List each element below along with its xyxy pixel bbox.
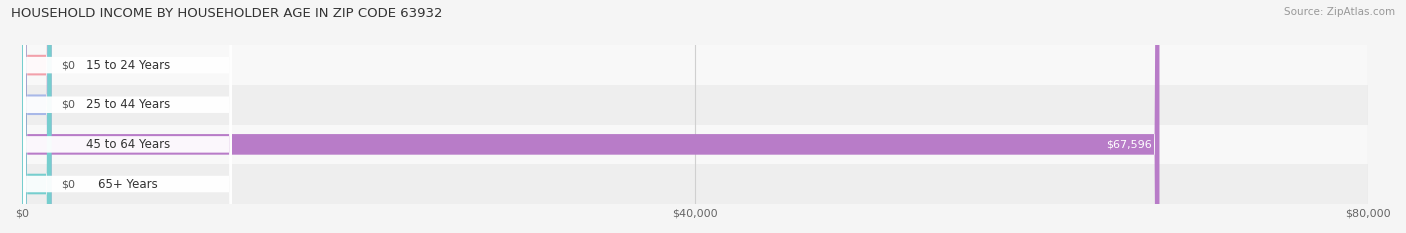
Text: HOUSEHOLD INCOME BY HOUSEHOLDER AGE IN ZIP CODE 63932: HOUSEHOLD INCOME BY HOUSEHOLDER AGE IN Z… xyxy=(11,7,443,20)
Text: $0: $0 xyxy=(60,179,75,189)
FancyBboxPatch shape xyxy=(24,0,232,233)
FancyBboxPatch shape xyxy=(22,0,52,233)
Bar xyxy=(22,125,1368,164)
FancyBboxPatch shape xyxy=(22,0,52,233)
Bar xyxy=(22,85,1368,125)
FancyBboxPatch shape xyxy=(22,0,52,233)
Text: $0: $0 xyxy=(60,100,75,110)
Bar xyxy=(22,45,1368,85)
FancyBboxPatch shape xyxy=(24,0,232,233)
Text: $0: $0 xyxy=(60,60,75,70)
Text: 65+ Years: 65+ Years xyxy=(98,178,157,191)
Text: 25 to 44 Years: 25 to 44 Years xyxy=(86,98,170,111)
Text: Source: ZipAtlas.com: Source: ZipAtlas.com xyxy=(1284,7,1395,17)
FancyBboxPatch shape xyxy=(24,0,232,233)
Text: 45 to 64 Years: 45 to 64 Years xyxy=(86,138,170,151)
FancyBboxPatch shape xyxy=(24,0,232,233)
FancyBboxPatch shape xyxy=(22,0,1160,233)
Bar xyxy=(22,164,1368,204)
Text: 15 to 24 Years: 15 to 24 Years xyxy=(86,59,170,72)
Text: $67,596: $67,596 xyxy=(1105,139,1152,149)
